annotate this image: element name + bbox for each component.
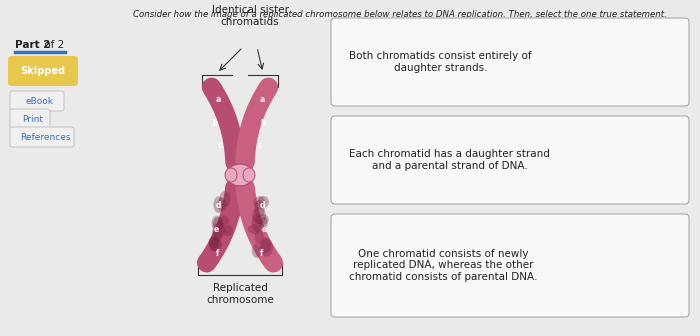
Ellipse shape <box>209 236 219 252</box>
Ellipse shape <box>252 207 266 224</box>
Text: of 2: of 2 <box>41 40 64 50</box>
Text: a: a <box>260 95 265 104</box>
Ellipse shape <box>222 225 233 236</box>
Ellipse shape <box>253 196 265 209</box>
Text: e: e <box>214 225 218 235</box>
FancyBboxPatch shape <box>331 18 689 106</box>
Ellipse shape <box>211 226 222 242</box>
FancyBboxPatch shape <box>10 109 50 129</box>
Ellipse shape <box>214 196 223 213</box>
Ellipse shape <box>252 244 261 258</box>
Ellipse shape <box>252 214 261 232</box>
Text: f: f <box>216 249 220 257</box>
Ellipse shape <box>225 168 237 182</box>
Text: b: b <box>260 119 266 127</box>
Ellipse shape <box>226 164 254 186</box>
Text: c: c <box>218 140 223 150</box>
Text: eBook: eBook <box>26 97 54 107</box>
Text: Consider how the image of a replicated chromosome below relates to DNA replicati: Consider how the image of a replicated c… <box>133 10 667 19</box>
FancyBboxPatch shape <box>10 91 64 111</box>
Ellipse shape <box>211 216 223 231</box>
Ellipse shape <box>256 214 269 225</box>
Text: References: References <box>20 133 70 142</box>
Ellipse shape <box>254 200 265 217</box>
Ellipse shape <box>248 224 261 234</box>
Ellipse shape <box>209 236 218 249</box>
Ellipse shape <box>213 217 223 230</box>
Text: c: c <box>258 140 262 150</box>
Ellipse shape <box>258 196 269 208</box>
Text: a: a <box>216 95 220 104</box>
FancyBboxPatch shape <box>8 56 78 86</box>
FancyBboxPatch shape <box>331 116 689 204</box>
Text: Identical sister
chromatids: Identical sister chromatids <box>211 5 288 27</box>
Text: Print: Print <box>22 116 43 125</box>
Text: f: f <box>260 249 264 257</box>
Text: Part 2: Part 2 <box>15 40 50 50</box>
Ellipse shape <box>214 222 225 238</box>
Ellipse shape <box>209 238 222 251</box>
Text: Skipped: Skipped <box>20 66 66 76</box>
Text: Both chromatids consist entirely of
daughter strands.: Both chromatids consist entirely of daug… <box>349 51 531 73</box>
Text: e: e <box>261 225 267 235</box>
Ellipse shape <box>243 168 255 182</box>
Text: d: d <box>259 201 265 210</box>
Text: Each chromatid has a daughter strand
and a parental strand of DNA.: Each chromatid has a daughter strand and… <box>349 149 550 171</box>
Text: One chromatid consists of newly
replicated DNA, whereas the other
chromatid cons: One chromatid consists of newly replicat… <box>349 249 538 282</box>
Ellipse shape <box>218 215 229 225</box>
Ellipse shape <box>260 239 273 257</box>
FancyBboxPatch shape <box>331 214 689 317</box>
Ellipse shape <box>219 191 230 207</box>
Ellipse shape <box>259 217 267 229</box>
Text: b: b <box>212 119 218 127</box>
Ellipse shape <box>260 237 271 253</box>
Ellipse shape <box>255 230 264 244</box>
Ellipse shape <box>218 198 227 211</box>
Text: d: d <box>216 201 220 210</box>
Text: Replicated
chromosome: Replicated chromosome <box>206 283 274 305</box>
FancyBboxPatch shape <box>10 127 74 147</box>
